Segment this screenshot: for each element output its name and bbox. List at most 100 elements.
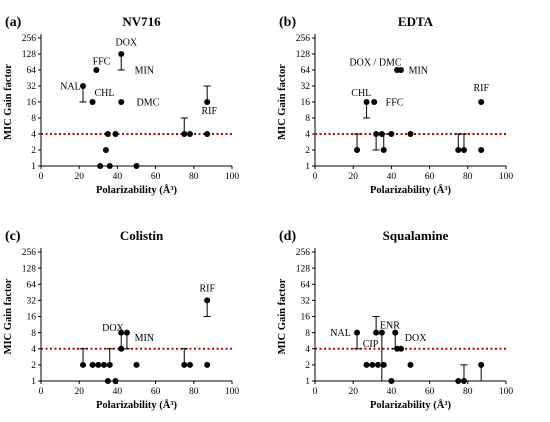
x-tick-label: 80 xyxy=(189,172,199,182)
panel-letter: (c) xyxy=(5,229,21,244)
panel-3: (c) Colistin 1 2 4 8 16 32 64 128 256 0 20 40 60 80 100 P… xyxy=(3,228,239,411)
data-point xyxy=(118,51,125,57)
point-annotation: DOX / DMC xyxy=(349,58,402,69)
point-annotation: DOX xyxy=(115,38,137,49)
x-tick-label: 20 xyxy=(348,387,358,397)
data-point xyxy=(455,378,462,384)
x-tick-label: 0 xyxy=(313,172,318,182)
data-point xyxy=(204,361,211,368)
y-tick-label: 4 xyxy=(305,130,310,140)
x-tick-label: 20 xyxy=(74,387,84,397)
point-annotation: CHL xyxy=(94,88,114,99)
data-point xyxy=(392,329,399,336)
data-point xyxy=(112,131,119,137)
x-tick-label: 80 xyxy=(463,172,473,182)
panel-letter: (a) xyxy=(5,15,22,30)
y-tick-label: 256 xyxy=(296,34,311,44)
y-axis-label: MIC Gain factor xyxy=(277,278,288,354)
data-point xyxy=(89,361,96,368)
point-annotation: DMC xyxy=(137,98,160,109)
data-point xyxy=(102,147,109,153)
y-tick-label: 1 xyxy=(31,377,36,387)
y-tick-label: 1 xyxy=(31,162,36,172)
y-tick-label: 256 xyxy=(296,248,311,258)
data-point xyxy=(397,345,404,352)
y-tick-label: 1 xyxy=(305,162,310,172)
data-point xyxy=(123,329,130,336)
y-tick-label: 2 xyxy=(305,146,310,156)
x-tick-label: 40 xyxy=(113,387,123,397)
x-tick-label: 80 xyxy=(189,387,199,397)
y-tick-label: 8 xyxy=(31,329,36,339)
data-point xyxy=(186,131,193,137)
y-tick-label: 32 xyxy=(301,82,311,92)
data-point xyxy=(101,361,108,368)
y-tick-label: 16 xyxy=(301,313,311,323)
panel-2: (b) EDTA 1 2 4 8 16 32 64 128 256 0 20 40 60 80 100 Polar… xyxy=(277,14,513,196)
x-axis-label: Polarizability (Å³) xyxy=(370,184,452,196)
x-tick-label: 100 xyxy=(499,172,514,182)
x-tick-label: 60 xyxy=(151,172,161,182)
data-point xyxy=(89,99,96,105)
point-annotation: NAL xyxy=(330,328,351,339)
data-point xyxy=(373,131,380,137)
x-tick-label: 20 xyxy=(74,172,84,182)
data-point xyxy=(388,131,395,137)
data-point xyxy=(373,329,380,336)
x-axis-label: Polarizability (Å³) xyxy=(96,399,178,411)
y-tick-label: 2 xyxy=(31,146,36,156)
panel-title: EDTA xyxy=(398,14,434,29)
x-axis-label: Polarizability (Å³) xyxy=(96,184,178,196)
data-point xyxy=(106,163,113,169)
data-point xyxy=(181,131,188,137)
x-tick-label: 0 xyxy=(39,387,44,397)
point-annotation: RIF xyxy=(201,106,217,117)
point-annotation: CIP xyxy=(363,339,379,350)
data-point xyxy=(118,99,125,105)
y-axis-label: MIC Gain factor xyxy=(3,278,14,354)
point-annotation: FFC xyxy=(93,56,111,67)
x-tick-label: 40 xyxy=(387,172,397,182)
data-point xyxy=(354,147,361,153)
data-point xyxy=(388,378,395,384)
y-tick-label: 8 xyxy=(305,114,310,124)
y-tick-label: 16 xyxy=(301,98,311,108)
y-tick-label: 16 xyxy=(27,313,37,323)
data-point xyxy=(95,361,102,368)
data-point xyxy=(112,378,119,384)
x-axis-label: Polarizability (Å³) xyxy=(370,399,452,411)
data-point xyxy=(397,67,404,73)
data-point xyxy=(378,329,385,336)
y-tick-label: 128 xyxy=(296,264,311,274)
data-point xyxy=(204,297,211,304)
point-annotation: DOX xyxy=(405,333,427,344)
x-tick-label: 0 xyxy=(313,387,318,397)
data-point xyxy=(460,378,467,384)
point-annotation: RIF xyxy=(200,283,216,294)
x-tick-label: 80 xyxy=(463,387,473,397)
point-annotation: FFC xyxy=(386,98,404,109)
y-tick-label: 64 xyxy=(301,280,311,290)
data-point xyxy=(478,99,485,105)
x-tick-label: 100 xyxy=(225,387,240,397)
y-tick-label: 64 xyxy=(27,280,37,290)
point-annotation: NAL xyxy=(60,82,81,93)
y-tick-label: 128 xyxy=(22,264,37,274)
data-point xyxy=(97,163,104,169)
data-point xyxy=(104,131,111,137)
point-annotation: DOX xyxy=(102,323,124,334)
data-point xyxy=(181,361,188,368)
data-point xyxy=(80,361,87,368)
data-point xyxy=(407,361,414,368)
y-tick-label: 128 xyxy=(296,50,311,60)
point-annotation: ENR xyxy=(380,321,400,332)
data-point xyxy=(478,147,485,153)
data-point xyxy=(460,147,467,153)
y-tick-label: 64 xyxy=(301,66,311,76)
data-point xyxy=(407,131,414,137)
data-point xyxy=(80,83,87,89)
data-point xyxy=(354,329,361,336)
panel-title: Squalamine xyxy=(383,228,449,243)
data-point xyxy=(375,361,382,368)
